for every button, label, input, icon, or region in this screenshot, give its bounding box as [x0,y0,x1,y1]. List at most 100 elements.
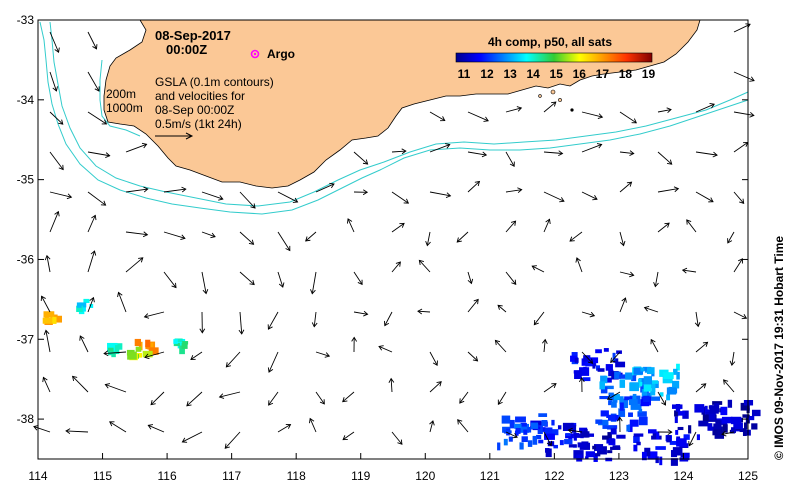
velocity-arrow [49,111,64,125]
sst-pixel [574,434,582,438]
sst-pixel [508,436,513,442]
velocity-arrow [619,271,635,278]
sst-pixel [704,405,708,413]
velocity-arrow [457,419,469,433]
sst-pixel [676,363,680,371]
island [558,98,562,102]
sst-pixel [618,408,626,417]
velocity-arrow [49,31,60,54]
velocity-arrow [186,391,203,407]
sst-pixel [580,431,590,438]
velocity-arrow [43,329,51,353]
sst-pixel [173,343,181,347]
velocity-arrow [694,311,701,328]
sst-pixel [640,399,650,407]
velocity-arrow [33,425,51,433]
lon-tick-label: 120 [415,469,435,483]
velocity-arrow [87,296,95,313]
velocity-arrow [49,71,58,92]
sst-pixel [676,438,687,447]
velocity-arrow [315,351,331,358]
sst-pixel [649,380,659,384]
velocity-arrow [695,383,707,393]
island [570,108,574,112]
sst-pixel [585,451,596,458]
velocity-arrow [342,391,355,403]
sst-pixel [633,367,644,375]
sst-pixel [519,442,524,450]
colorbar-tick-label: 16 [573,67,587,81]
velocity-arrow [533,311,545,326]
sst-pixel [557,425,562,430]
sst-pixel [107,348,113,356]
velocity-arrow [581,311,596,318]
velocity-arrow [695,103,715,113]
sst-pixel [649,396,661,401]
description-line-3: 08-Sep 00:00Z [155,103,234,117]
sst-pixel [635,382,640,388]
sst-pixel [612,445,621,449]
sst-pixel [76,305,83,312]
sst-pixel [608,369,614,377]
velocity-arrow [429,143,451,153]
velocity-arrow [606,391,621,400]
sst-pixel [655,446,666,450]
velocity-arrow [305,231,317,242]
velocity-arrow [144,351,165,360]
sst-pixel [544,433,555,440]
sst-pixel [43,311,55,318]
lon-tick-label: 119 [351,469,370,483]
sst-pixel [712,401,723,405]
velocity-arrow [733,258,743,273]
sst-pixel [644,447,651,457]
sst-pixel [705,412,716,420]
sst-pixel [138,341,143,351]
velocity-arrow [733,111,755,118]
sst-pixel [600,375,606,382]
bathy-label-1000m: 1000m [106,101,143,115]
sst-pixel [625,372,633,380]
sst-pixel [633,444,638,452]
sst-pixel [648,429,657,434]
colorbar-tick-label: 18 [619,67,633,81]
velocity-arrow [505,431,518,439]
velocity-arrow [733,311,748,320]
sst-pixel [134,338,142,347]
sst-pixel [598,419,609,426]
velocity-arrow [181,431,203,443]
velocity-arrow [429,420,435,433]
sst-pixel [600,387,608,394]
sst-pixel [42,317,52,324]
sst-pixel [673,368,678,375]
velocity-arrow [467,271,474,285]
sst-pixel [656,431,660,440]
sst-pixel [174,338,183,342]
velocity-arrow [425,231,431,247]
velocity-arrow [733,191,745,204]
colorbar-tick-label: 12 [480,67,494,81]
sst-pixel [677,411,685,416]
sst-pixel [626,424,631,432]
velocity-arrow [391,222,405,233]
sst-pixel [603,377,612,383]
sst-pixel [89,304,94,308]
velocity-arrow [224,431,241,449]
velocity-arrow [505,151,515,167]
sst-pixel [731,427,736,433]
sst-pixel [611,394,620,400]
sst-colorbar: 4h comp, p50, all sats 11 12 13 14 15 16 17 18 1… [455,35,655,81]
velocity-arrow [239,191,256,209]
velocity-arrow [657,391,667,406]
sst-pixel [81,306,86,312]
sst-pixel [646,367,655,375]
velocity-arrow [378,345,393,353]
sst-pixel [624,396,633,401]
sst-pixel [592,361,596,369]
sst-pixel [730,416,742,425]
velocity-arrow [190,351,203,361]
sst-pixel [111,351,116,358]
velocity-arrow [49,191,73,200]
sst-pixel [608,392,614,401]
velocity-arrow [109,421,127,433]
map-date: 08-Sep-2017 [155,28,231,43]
